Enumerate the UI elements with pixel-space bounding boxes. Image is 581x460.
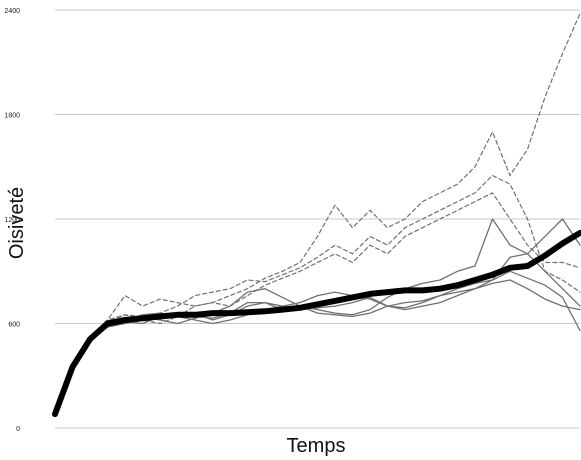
y-axis-title: Oisiveté xyxy=(6,187,28,259)
series-line-dashed-6 xyxy=(54,174,581,415)
series-line-solid-3 xyxy=(54,270,581,415)
series-line-dashed-5 xyxy=(54,12,581,415)
series-line-solid-4 xyxy=(54,279,581,415)
y-tick-label: 2400 xyxy=(4,8,20,15)
series-line-dashed-7 xyxy=(54,192,581,415)
x-axis-title: Temps xyxy=(287,435,346,457)
gridlines xyxy=(55,9,580,429)
y-tick-label: 1200 xyxy=(4,217,20,224)
series-lines xyxy=(52,12,581,418)
y-tick-label: 1800 xyxy=(4,113,20,120)
y-tick-labels: 0 600 1200 1800 2400 xyxy=(4,8,20,433)
y-tick-label: 600 xyxy=(8,322,20,329)
y-tick-label: 0 xyxy=(16,426,20,433)
series-line-mean xyxy=(52,229,581,418)
